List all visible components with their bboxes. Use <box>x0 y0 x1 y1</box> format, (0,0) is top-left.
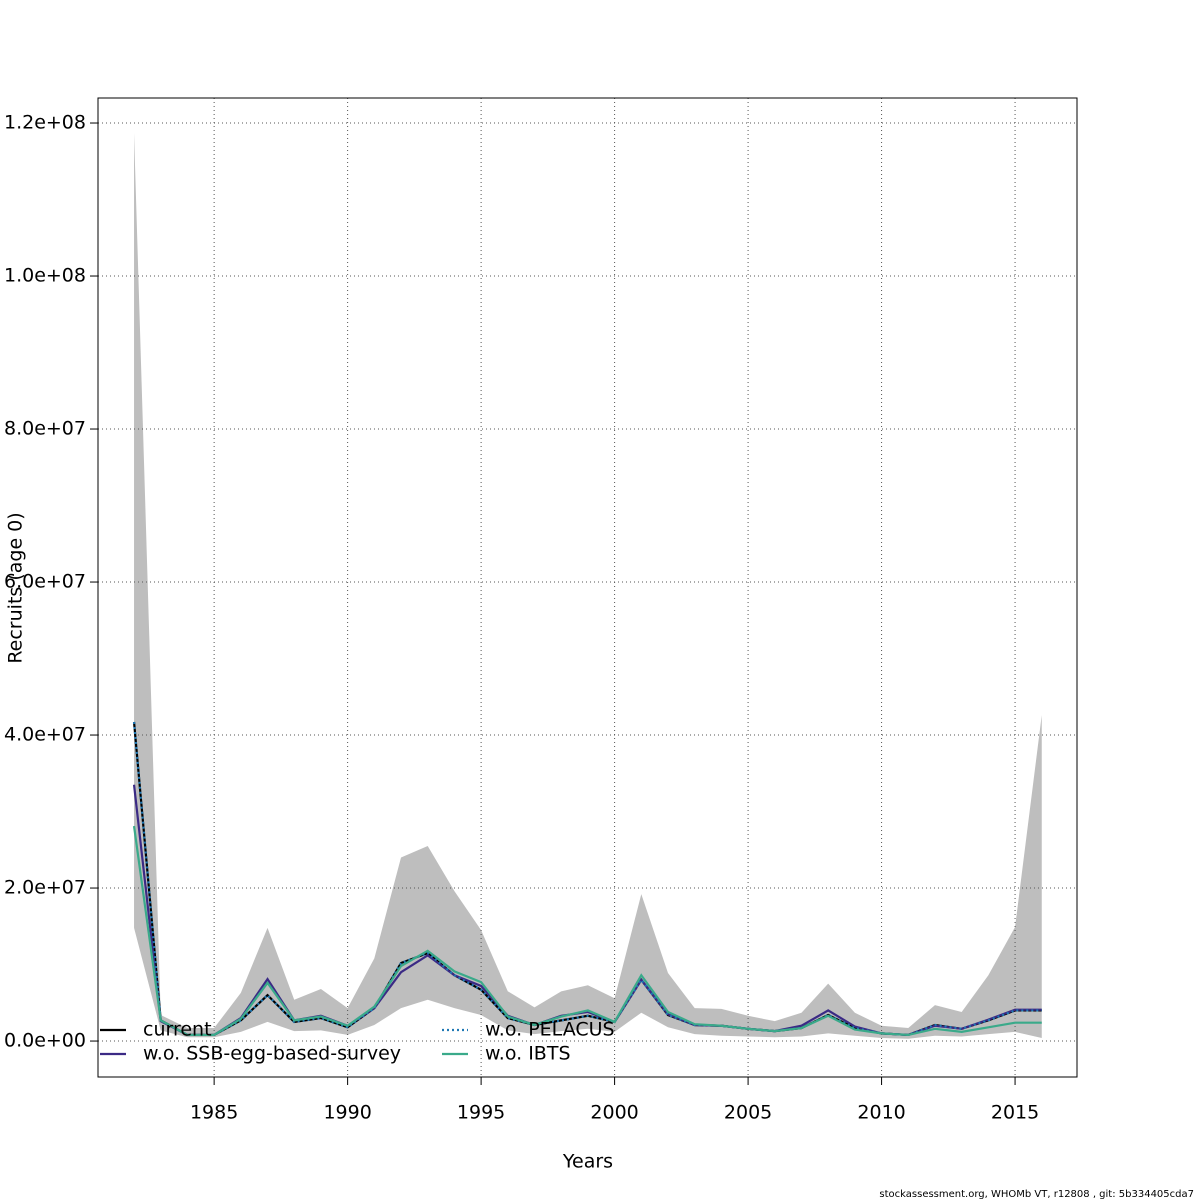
confidence-band <box>134 132 1042 1039</box>
y-tick-label: 1.2e+08 <box>4 112 86 134</box>
x-tick-label: 1995 <box>457 1102 505 1124</box>
y-tick-label: 8.0e+07 <box>4 418 86 440</box>
series-line <box>132 825 1042 1037</box>
series-line <box>132 721 1042 1037</box>
y-tick-label: 0.0e+00 <box>4 1030 86 1052</box>
y-tick-label: 2.0e+07 <box>4 877 86 899</box>
legend-label: w.o. PELACUS <box>485 1019 615 1041</box>
x-tick-label: 2000 <box>590 1102 638 1124</box>
legend-label: w.o. SSB-egg-based-survey <box>143 1043 401 1065</box>
x-tick-label: 1985 <box>190 1102 238 1124</box>
x-tick-label: 2010 <box>857 1102 905 1124</box>
legend-label: w.o. IBTS <box>485 1043 571 1065</box>
footer: stockassessment.org, WHOMb VT, r12808 , … <box>879 1189 1194 1200</box>
x-axis-label: Years <box>562 1151 613 1173</box>
x-tick-label: 2015 <box>991 1102 1039 1124</box>
y-tick-label: 1.0e+08 <box>4 265 86 287</box>
y-axis-label: Recruits (age 0) <box>5 512 27 663</box>
legend-label: current <box>143 1019 212 1041</box>
plot-frame <box>97 97 1078 1078</box>
y-tick-label: 6.0e+07 <box>4 571 86 593</box>
x-tick-label: 1990 <box>323 1102 371 1124</box>
y-tick-label: 4.0e+07 <box>4 724 86 746</box>
x-tick-label: 2005 <box>724 1102 772 1124</box>
